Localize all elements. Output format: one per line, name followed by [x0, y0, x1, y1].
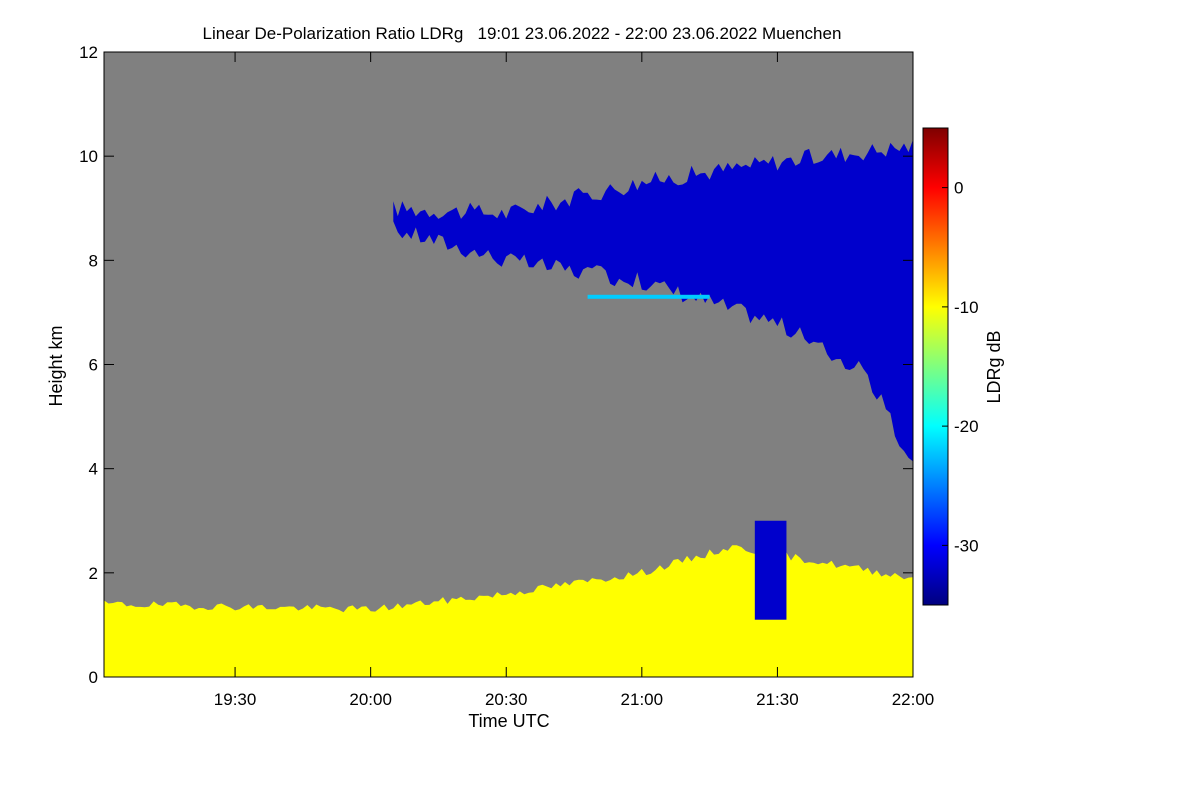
cirrus-cloud: [393, 139, 913, 462]
y-tick-label: 6: [89, 356, 98, 375]
colorbar: 0 -10 -20 -30: [922, 127, 979, 606]
plot-area: [103, 51, 914, 678]
x-tick-label: 21:30: [756, 690, 799, 709]
y-tick-label: 0: [89, 668, 98, 687]
colorbar-scale: [922, 127, 949, 606]
precipitation-streak: [754, 520, 787, 620]
y-tick-label: 2: [89, 564, 98, 583]
colorbar-tick-label: -20: [954, 417, 979, 436]
chart-title: Linear De-Polarization Ratio LDRg 19:01 …: [203, 24, 842, 43]
colorbar-tick-label: -30: [954, 536, 979, 555]
x-tick-label: 22:00: [892, 690, 935, 709]
x-axis-label: Time UTC: [468, 711, 549, 731]
colorbar-tick-label: 0: [954, 179, 963, 198]
thin-layer: [587, 294, 710, 299]
x-axis: 19:30 20:00 20:30 21:00 21:30 22:00: [214, 52, 934, 709]
y-axis: 0 2 4 6 8 10 12: [79, 43, 913, 687]
x-tick-label: 20:30: [485, 690, 528, 709]
colorbar-tick-label: -10: [954, 298, 979, 317]
colorbar-label: LDRg dB: [984, 330, 1004, 403]
y-axis-label: Height km: [46, 325, 66, 406]
plot-data: [104, 139, 913, 677]
x-tick-label: 19:30: [214, 690, 257, 709]
y-tick-label: 10: [79, 147, 98, 166]
y-tick-label: 4: [89, 460, 98, 479]
x-tick-label: 21:00: [621, 690, 664, 709]
boundary-layer-aerosol: [104, 545, 913, 677]
x-tick-label: 20:00: [349, 690, 392, 709]
y-tick-label: 12: [79, 43, 98, 62]
y-tick-label: 8: [89, 251, 98, 270]
